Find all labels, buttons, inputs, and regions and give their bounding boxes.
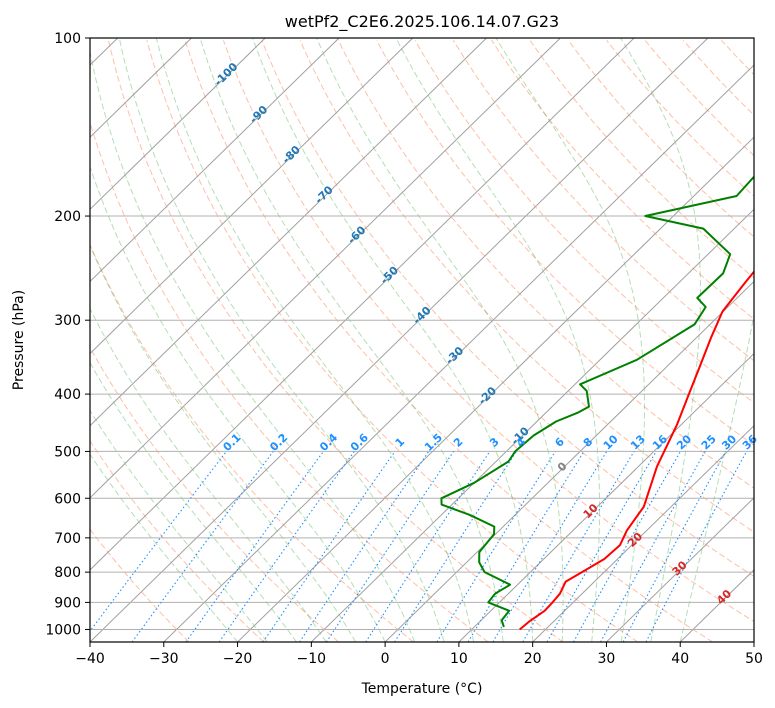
moist-adiabat-line (252, 38, 534, 642)
dry-adiabat-line (606, 39, 754, 197)
isotherm-line (606, 497, 754, 642)
isotherm-line (90, 38, 487, 427)
dry-adiabat-line (491, 40, 754, 320)
mixing-ratio-line (394, 451, 517, 642)
y-tick-label: 400 (54, 387, 81, 403)
x-axis: −40 −30 −20 −10 0 10 20 30 40 50 (75, 642, 763, 667)
mixing-ratio-line (546, 451, 657, 642)
dry-adiabat-line (644, 39, 754, 157)
isotherm-line (90, 38, 414, 355)
x-tick-label: −20 (223, 651, 253, 667)
isotherm-line (90, 38, 709, 642)
y-tick-label: 800 (54, 565, 81, 581)
dry-adiabat-line (90, 346, 339, 642)
isotherm-line (532, 424, 754, 642)
mixing-ratio-line (218, 451, 355, 642)
dry-adiabat-line (529, 40, 754, 279)
moist-adiabat-line (495, 38, 645, 642)
mixing-ratio-line (365, 451, 491, 642)
x-tick-label: −10 (297, 651, 327, 667)
x-tick-label: 50 (745, 651, 763, 667)
y-tick-label: 1000 (45, 622, 81, 638)
y-tick-label: 300 (54, 313, 81, 329)
y-axis-label: Pressure (hPa) (11, 290, 27, 390)
moist-adiabat-line (395, 38, 600, 642)
isotherm-line (90, 38, 635, 571)
moist-adiabat-line (90, 244, 357, 642)
y-tick-label: 500 (54, 444, 81, 460)
mixing-ratio-line (622, 451, 727, 642)
dry-adiabat-line (108, 40, 564, 642)
moist-adiabat-line (679, 38, 754, 642)
y-tick-label: 100 (54, 31, 81, 47)
plot-frame (89, 37, 755, 643)
y-axis: 1000 900 800 700 600 500 400 300 200 100 (45, 31, 90, 638)
profile-series (440, 175, 754, 631)
chart-title: wetPf2_C2E6.2025.106.14.07.G23 (285, 12, 559, 32)
moist-adiabat-line (90, 453, 238, 642)
moist-adiabat-line (118, 38, 445, 642)
moist-adiabat-line (620, 38, 701, 642)
y-tick-label: 700 (54, 531, 81, 547)
isotherm-line (310, 208, 754, 642)
mixing-ratio-line (325, 451, 455, 642)
dewpoint-profile (440, 175, 754, 628)
moist-adiabat-line (90, 409, 268, 642)
x-tick-label: 10 (450, 651, 468, 667)
mixing-ratio-line (436, 451, 556, 642)
moist-adiabat-line (199, 38, 504, 642)
mixing-ratio-line (299, 451, 430, 642)
dry-adiabat-line (90, 243, 414, 642)
dry-adiabat-line (146, 40, 639, 642)
isotherm-line (237, 136, 754, 642)
mixing-ratio-line (600, 451, 706, 642)
isotherm-line (458, 352, 754, 642)
mixing-ratio-line (90, 451, 227, 632)
mixing-ratio-line (262, 451, 396, 642)
x-tick-label: −40 (75, 651, 105, 667)
x-tick-label: 30 (598, 651, 616, 667)
temperature-profile (519, 270, 754, 631)
moist-adiabat-line (90, 165, 386, 642)
moist-adiabat-line (155, 38, 475, 642)
mixing-ratio-line (185, 451, 324, 642)
background-lines (90, 38, 754, 642)
dry-adiabat-line (90, 440, 265, 642)
y-tick-label: 600 (54, 491, 81, 507)
dry-adiabat-line (567, 39, 754, 238)
mixing-ratio-line (467, 451, 585, 642)
isotherm-line (90, 38, 266, 210)
x-tick-label: 0 (381, 651, 390, 667)
dry-adiabat-line (184, 40, 713, 642)
dry-adiabat-line (299, 40, 754, 533)
dry-adiabat-line (337, 40, 754, 489)
y-tick-label: 900 (54, 595, 81, 611)
moist-adiabat-line (316, 38, 564, 642)
y-tick-label: 200 (54, 209, 81, 225)
dry-adiabat-line (452, 40, 754, 362)
x-tick-label: 20 (524, 651, 542, 667)
x-axis-label: Temperature (°C) (361, 681, 483, 697)
x-tick-label: 40 (671, 651, 689, 667)
isotherm-line (163, 64, 754, 642)
dry-adiabat-line (261, 40, 754, 577)
isotherm-line (90, 38, 561, 499)
mixing-ratio-line (131, 451, 274, 642)
x-tick-label: −30 (149, 651, 179, 667)
mixing-ratio-line (573, 451, 681, 642)
isotherm-line (90, 38, 340, 283)
